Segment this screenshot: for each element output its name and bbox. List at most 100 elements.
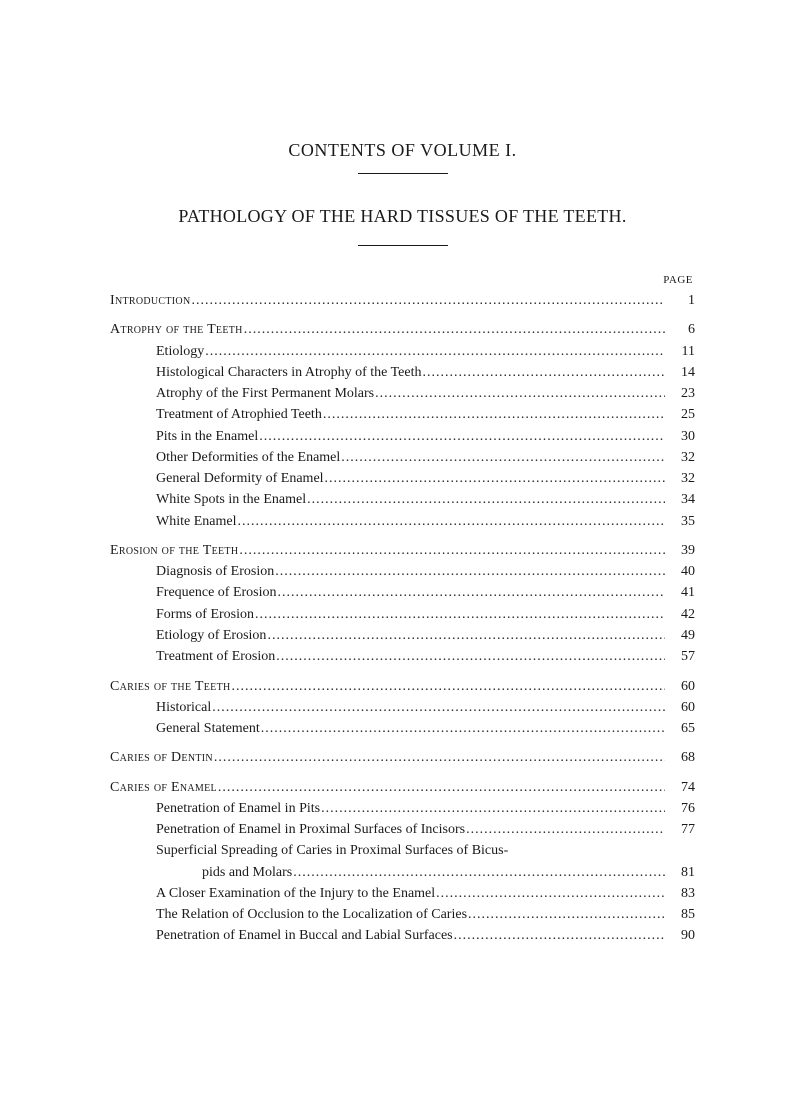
toc-row: pids and Molars 81 <box>110 862 695 883</box>
toc-dot-leader <box>322 404 665 425</box>
toc-entry-label: Etiology <box>156 341 204 362</box>
toc-dot-leader <box>254 604 665 625</box>
toc-entry-label: Atrophy of the First Permanent Molars <box>156 383 374 404</box>
toc-entry-page: 6 <box>665 319 695 340</box>
toc-dot-leader <box>277 582 665 603</box>
toc-row: Caries of Dentin 68 <box>110 747 695 768</box>
toc-row: Treatment of Erosion57 <box>110 646 695 667</box>
subtitle-rule <box>358 245 448 246</box>
toc-entry-label: General Statement <box>156 718 260 739</box>
toc-row: Pits in the Enamel 30 <box>110 426 695 447</box>
toc-entry-page: 25 <box>665 404 695 425</box>
toc-dot-leader <box>211 697 665 718</box>
toc-entry-label: Penetration of Enamel in Proximal Surfac… <box>156 819 465 840</box>
toc-entry-page: 77 <box>665 819 695 840</box>
toc-row: Etiology of Erosion 49 <box>110 625 695 646</box>
toc-entry-label: Etiology of Erosion <box>156 625 266 646</box>
toc-entry-label: Treatment of Erosion <box>156 646 275 667</box>
toc-row: Superficial Spreading of Caries in Proxi… <box>110 840 695 861</box>
toc-dot-leader <box>292 862 665 883</box>
toc-entry-label: The Relation of Occlusion to the Localiz… <box>156 904 467 925</box>
toc-entry-label: Forms of Erosion <box>156 604 254 625</box>
toc-dot-leader <box>258 426 665 447</box>
toc-dot-leader <box>190 290 665 311</box>
toc-entry-page: 60 <box>665 676 695 697</box>
toc-entry-label: Historical <box>156 697 211 718</box>
toc-dot-leader <box>275 646 665 667</box>
toc-entry-page: 76 <box>665 798 695 819</box>
toc-entry-label: Pits in the Enamel <box>156 426 258 447</box>
toc-entry-page: 83 <box>665 883 695 904</box>
page-column-label: PAGE <box>110 274 695 286</box>
toc-dot-leader <box>374 383 665 404</box>
toc-entry-label: Penetration of Enamel in Buccal and Labi… <box>156 925 453 946</box>
toc-row: Other Deformities of the Enamel 32 <box>110 447 695 468</box>
toc-entry-page: 60 <box>665 697 695 718</box>
toc-dot-leader <box>231 676 666 697</box>
toc-entry-page: 14 <box>665 362 695 383</box>
toc-dot-leader <box>260 718 665 739</box>
toc-dot-leader <box>324 468 665 489</box>
toc-dot-leader <box>217 777 665 798</box>
toc-row: Atrophy of the First Permanent Molars 23 <box>110 383 695 404</box>
toc-dot-leader <box>306 489 665 510</box>
toc-entry-page: 34 <box>665 489 695 510</box>
toc-entry-label: pids and Molars <box>202 862 292 883</box>
toc-dot-leader <box>421 362 665 383</box>
toc-entry-label: Penetration of Enamel in Pits <box>156 798 320 819</box>
toc-entry-page: 65 <box>665 718 695 739</box>
toc-row: Treatment of Atrophied Teeth 25 <box>110 404 695 425</box>
toc-row: White Spots in the Enamel34 <box>110 489 695 510</box>
toc-row: Atrophy of the Teeth 6 <box>110 319 695 340</box>
toc-entry-label: Other Deformities of the Enamel <box>156 447 340 468</box>
toc-entry-label: Caries of Dentin <box>110 747 213 768</box>
toc-row: Histological Characters in Atrophy of th… <box>110 362 695 383</box>
toc-section: Caries of the Teeth 60 Historical 60 General… <box>110 676 695 740</box>
toc-dot-leader <box>238 540 665 561</box>
toc-row: Historical 60 <box>110 697 695 718</box>
toc-row: The Relation of Occlusion to the Localiz… <box>110 904 695 925</box>
toc-row: Penetration of Enamel in Buccal and Labi… <box>110 925 695 946</box>
toc-dot-leader <box>340 447 665 468</box>
toc-entry-label: Treatment of Atrophied Teeth <box>156 404 322 425</box>
toc-section: Introduction1 <box>110 290 695 311</box>
toc-section: Atrophy of the Teeth 6Etiology11Histologi… <box>110 319 695 532</box>
toc-entry-label: Caries of the Teeth <box>110 676 231 697</box>
toc-entry-page: 39 <box>665 540 695 561</box>
toc-row: Frequence of Erosion41 <box>110 582 695 603</box>
toc-entry-label: Atrophy of the Teeth <box>110 319 243 340</box>
toc-row: Penetration of Enamel in Pits 76 <box>110 798 695 819</box>
toc-entry-label: Histological Characters in Atrophy of th… <box>156 362 421 383</box>
toc-entry-page: 68 <box>665 747 695 768</box>
toc-dot-leader <box>453 925 665 946</box>
toc-row: Diagnosis of Erosion40 <box>110 561 695 582</box>
toc-entry-label: Diagnosis of Erosion <box>156 561 274 582</box>
toc-entry-page: 49 <box>665 625 695 646</box>
toc-row: Etiology11 <box>110 341 695 362</box>
page-container: CONTENTS OF VOLUME I. PATHOLOGY OF THE H… <box>0 0 800 1015</box>
toc-row: Penetration of Enamel in Proximal Surfac… <box>110 819 695 840</box>
toc-entry-page: 32 <box>665 468 695 489</box>
toc-entry-page: 30 <box>665 426 695 447</box>
toc-dot-leader <box>266 625 665 646</box>
toc-row: Introduction1 <box>110 290 695 311</box>
toc-entry-page: 85 <box>665 904 695 925</box>
toc-dot-leader <box>465 819 665 840</box>
toc-dot-leader <box>467 904 665 925</box>
toc-dot-leader <box>435 883 665 904</box>
toc-section: Erosion of the Teeth39Diagnosis of Erosi… <box>110 540 695 668</box>
toc-entry-page: 35 <box>665 511 695 532</box>
toc-dot-leader <box>274 561 665 582</box>
toc-entry-label: General Deformity of Enamel <box>156 468 324 489</box>
main-title: CONTENTS OF VOLUME I. <box>110 140 695 161</box>
toc-dot-leader <box>213 747 665 768</box>
toc-row: Caries of Enamel74 <box>110 777 695 798</box>
toc-entry-page: 32 <box>665 447 695 468</box>
toc-entry-page: 81 <box>665 862 695 883</box>
toc-row: A Closer Examination of the Injury to th… <box>110 883 695 904</box>
toc-entry-label: Caries of Enamel <box>110 777 217 798</box>
title-rule <box>358 173 448 174</box>
toc-entry-page: 23 <box>665 383 695 404</box>
toc-entry-page: 90 <box>665 925 695 946</box>
toc-dot-leader <box>204 341 665 362</box>
